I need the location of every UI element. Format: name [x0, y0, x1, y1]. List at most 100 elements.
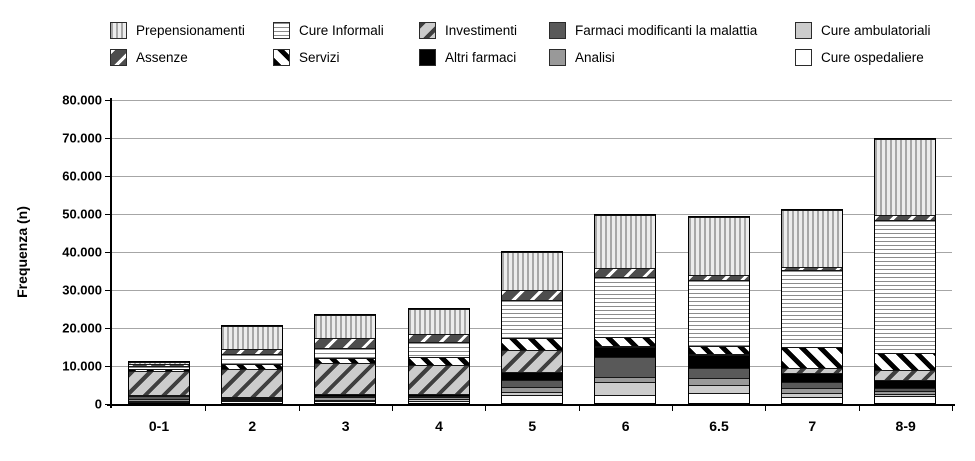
legend-item: Prepensionamenti: [110, 22, 273, 39]
bar-segment-investimenti: [688, 354, 749, 355]
legend-swatch-assenze: [110, 49, 127, 66]
legend-swatch-investimenti: [419, 22, 436, 39]
bar-segment-cure-informali: [595, 277, 656, 337]
x-tick: [952, 406, 953, 411]
bar-segment-cure-informali: [408, 342, 469, 357]
bar-segment-servizi: [595, 337, 656, 346]
bar-segment-farmaci-modificanti: [688, 368, 749, 378]
legend-label: Servizi: [299, 50, 340, 65]
legend-item: Analisi: [549, 49, 795, 66]
legend-swatch-servizi: [273, 49, 290, 66]
bar-segment-prepensionamenti: [502, 252, 562, 290]
bar-segment-analisi: [222, 399, 282, 400]
bar-segment-investimenti: [222, 369, 282, 397]
y-tick: [105, 138, 110, 139]
bar-segment-cure-informali: [128, 366, 189, 369]
x-category-label: 7: [808, 418, 817, 434]
legend-item: Cure Informali: [273, 22, 419, 39]
x-category-label: 6.5: [709, 418, 729, 434]
bar-segment-investimenti: [782, 368, 842, 373]
bar: [221, 325, 283, 404]
legend-label: Prepensionamenti: [136, 23, 245, 38]
bar-segment-assenze: [502, 290, 562, 300]
bar-segment-cure-ambulatoriali: [782, 393, 842, 397]
bar-segment-servizi: [782, 347, 842, 368]
bar: [781, 209, 843, 404]
legend-swatch-cure-ambulatoriali: [795, 22, 812, 39]
bar-segment-cure-informali: [782, 270, 842, 347]
y-tick-label: 40.000: [62, 244, 102, 260]
y-axis-line: [110, 98, 112, 408]
y-tick-label: 0: [94, 396, 102, 412]
legend-item: Farmaci modificanti la malattia: [549, 22, 795, 39]
chart-legend: Prepensionamenti Cure Informali Investimen…: [110, 22, 931, 66]
x-category-label: 0-1: [148, 418, 170, 434]
bar-segment-prepensionamenti: [128, 362, 189, 364]
bar-segment-cure-ambulatoriali: [595, 382, 656, 395]
bar-segment-prepensionamenti: [595, 215, 656, 268]
bar-segment-farmaci-modificanti: [222, 398, 282, 399]
bar-segment-cure-ospedaliere: [595, 395, 656, 403]
bar-segment-analisi: [688, 378, 749, 385]
bar-segment-analisi: [408, 397, 469, 399]
bar-segment-cure-ambulatoriali: [128, 401, 189, 402]
bar-segment-analisi: [315, 397, 376, 400]
legend-label: Altri farmaci: [445, 50, 517, 65]
bar-segment-cure-ospedaliere: [408, 401, 469, 403]
bar-segment-cure-informali: [315, 348, 376, 358]
bar-segment-cure-informali: [502, 300, 562, 338]
bar-segment-assenze: [595, 268, 656, 277]
bar-segment-altri-farmaci: [315, 394, 376, 396]
bar-segment-cure-ospedaliere: [502, 395, 562, 403]
legend-swatch-altri-farmaci: [419, 49, 436, 66]
bar-segment-servizi: [222, 364, 282, 369]
x-tick: [765, 406, 767, 411]
bar-segment-servizi: [408, 357, 469, 365]
bar-segment-analisi: [502, 387, 562, 392]
bar-segment-farmaci-modificanti: [128, 396, 189, 399]
bar-segment-assenze: [875, 215, 936, 220]
bar-segment-altri-farmaci: [502, 372, 562, 380]
bar-segment-cure-ospedaliere: [315, 401, 376, 403]
x-category-label: 4: [435, 418, 443, 434]
bar-segment-analisi: [595, 377, 656, 382]
bar-segment-assenze: [408, 334, 469, 342]
bar-segment-cure-informali: [222, 354, 282, 364]
bar-segment-assenze: [782, 267, 842, 270]
legend-item: Assenze: [110, 49, 273, 66]
bar-segment-servizi: [688, 346, 749, 354]
legend-label: Analisi: [575, 50, 615, 65]
bar: [501, 251, 563, 404]
bar-segment-servizi: [502, 338, 562, 350]
legend-label: Investimenti: [445, 23, 518, 38]
bar: [874, 138, 937, 404]
x-tick: [392, 406, 393, 411]
bar-segment-prepensionamenti: [408, 309, 469, 334]
bar-segment-cure-ambulatoriali: [408, 399, 469, 401]
bar-segment-prepensionamenti: [222, 326, 282, 349]
bar-segment-investimenti: [315, 363, 376, 394]
bar-segment-prepensionamenti: [688, 217, 749, 275]
bar-segment-altri-farmaci: [875, 380, 936, 388]
bar-segment-cure-ospedaliere: [875, 396, 936, 403]
y-tick-label: 10.000: [62, 358, 102, 374]
bar-segment-investimenti: [408, 365, 469, 394]
legend-label: Cure Informali: [299, 23, 384, 38]
bar-segment-cure-ospedaliere: [128, 402, 189, 403]
bar-segment-cure-ambulatoriali: [688, 385, 749, 393]
bar-segment-farmaci-modificanti: [502, 380, 562, 387]
y-tick: [105, 252, 110, 253]
legend-swatch-cure-ospedaliere: [795, 49, 812, 66]
y-tick: [105, 176, 110, 177]
bar-segment-cure-ambulatoriali: [315, 400, 376, 401]
bar-segment-prepensionamenti: [315, 315, 376, 338]
bar-segment-farmaci-modificanti: [408, 396, 469, 397]
x-category-label: 2: [248, 418, 257, 434]
gridline: [112, 100, 952, 101]
bar-segment-altri-farmaci: [782, 373, 842, 382]
bar-segment-cure-ambulatoriali: [222, 400, 282, 401]
legend-swatch-prepensionamenti: [110, 22, 127, 39]
bar-segment-cure-ambulatoriali: [875, 394, 936, 396]
y-tick: [105, 366, 110, 367]
y-tick-label: 60.000: [62, 168, 102, 184]
